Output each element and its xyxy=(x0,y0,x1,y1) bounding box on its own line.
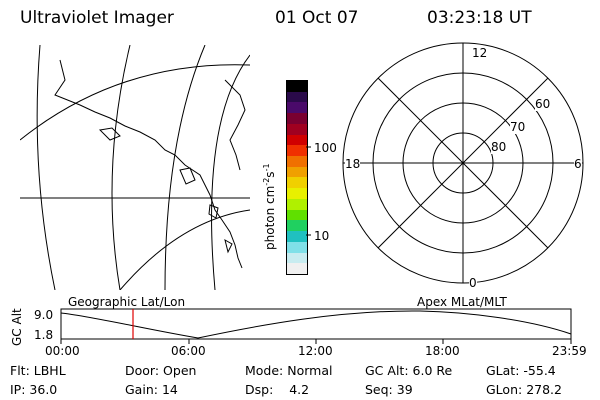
mlt-line-diag xyxy=(377,77,549,249)
latitude-line xyxy=(119,209,250,290)
instrument-title: Ultraviolet Imager xyxy=(20,8,174,28)
glat-field: GLat: -55.4 xyxy=(486,363,556,378)
door-field: Door: Open xyxy=(125,363,197,378)
timeline-left-label: Geographic Lat/Lon xyxy=(68,295,186,309)
longitude-line xyxy=(36,45,56,290)
dsp-value: 4.2 xyxy=(289,382,310,397)
colorbar-segment xyxy=(287,156,307,167)
mode-field: Mode: Normal xyxy=(245,363,333,378)
colorbar-tick-label: 100 xyxy=(314,141,337,155)
gcalt-value: 6.0 Re xyxy=(412,363,453,378)
flt-field: Flt: LBHL xyxy=(10,363,66,378)
seq-field: Seq: 39 xyxy=(365,382,413,397)
timeline-xtick: 12:00 xyxy=(298,344,333,358)
altitude-curve xyxy=(60,310,572,339)
gcalt-field: GC Alt: 6.0 Re xyxy=(365,363,453,378)
coastline xyxy=(224,79,246,171)
colorbar-segment xyxy=(287,113,307,124)
longitude-line xyxy=(164,45,206,290)
colorbar-tick-label: 10 xyxy=(314,229,330,243)
lat-label-70: 70 xyxy=(510,120,526,134)
colorbar-segment xyxy=(287,134,307,146)
colorbar-segment xyxy=(287,252,307,264)
gain-value: 14 xyxy=(161,382,178,397)
coastline xyxy=(224,238,233,254)
colorbar-segment xyxy=(287,91,307,103)
ip-field: IP: 36.0 xyxy=(10,382,58,397)
mlt-label-18: 18 xyxy=(345,157,361,171)
latitude-line xyxy=(20,64,250,141)
seq-value: 39 xyxy=(396,382,413,397)
colorbar-segment xyxy=(287,145,307,157)
timeline-xtick: 18:00 xyxy=(425,344,460,358)
colorbar-segment xyxy=(287,123,307,135)
timeline-xtick: 06:00 xyxy=(171,344,206,358)
lat-label-60: 60 xyxy=(535,97,551,111)
gain-field: Gain: 14 xyxy=(125,382,178,397)
mlt-label-0: 0 xyxy=(469,276,477,290)
colorbar-segment xyxy=(287,188,307,199)
longitude-line xyxy=(211,54,250,290)
colorbar-segment xyxy=(287,81,307,92)
timeline-ytick-bottom: 1.8 xyxy=(34,328,54,342)
colorbar-segment xyxy=(287,102,307,114)
colorbar-segment xyxy=(287,220,307,232)
timeline-right-label: Apex MLat/MLT xyxy=(417,295,507,309)
colorbar-segment xyxy=(287,166,307,178)
timeline-xtick: 00:00 xyxy=(45,344,80,358)
mlt-label-12: 12 xyxy=(472,46,488,60)
coastline xyxy=(98,127,121,141)
longitude-line xyxy=(111,45,131,290)
coastline xyxy=(54,59,243,269)
date-label: 01 Oct 07 xyxy=(275,8,359,28)
colorbar-segment xyxy=(287,263,307,274)
colorbar xyxy=(286,80,308,275)
timeline-xtick: 23:59 xyxy=(552,344,587,358)
colorbar-segment xyxy=(287,177,307,189)
colorbar-segment xyxy=(287,209,307,221)
coastline xyxy=(179,167,196,185)
ip-value: 36.0 xyxy=(29,382,58,397)
mode-value: Normal xyxy=(287,363,333,378)
coastline xyxy=(208,204,219,219)
dsp-field: Dsp: 4.2 xyxy=(245,382,310,397)
glat-value: -55.4 xyxy=(523,363,556,378)
timeline-frame xyxy=(60,308,572,340)
colorbar-segment xyxy=(287,198,307,210)
mlt-label-6: 6 xyxy=(574,157,582,171)
flt-value: LBHL xyxy=(33,363,66,378)
lat-label-80: 80 xyxy=(491,140,507,154)
time-label: 03:23:18 UT xyxy=(427,8,532,28)
timeline-ytick-top: 9.0 xyxy=(34,308,54,322)
glon-field: GLon: 278.2 xyxy=(486,382,562,397)
colorbar-segment xyxy=(287,241,307,253)
door-value: Open xyxy=(163,363,197,378)
colorbar-segment xyxy=(287,231,307,242)
glon-value: 278.2 xyxy=(526,382,562,397)
